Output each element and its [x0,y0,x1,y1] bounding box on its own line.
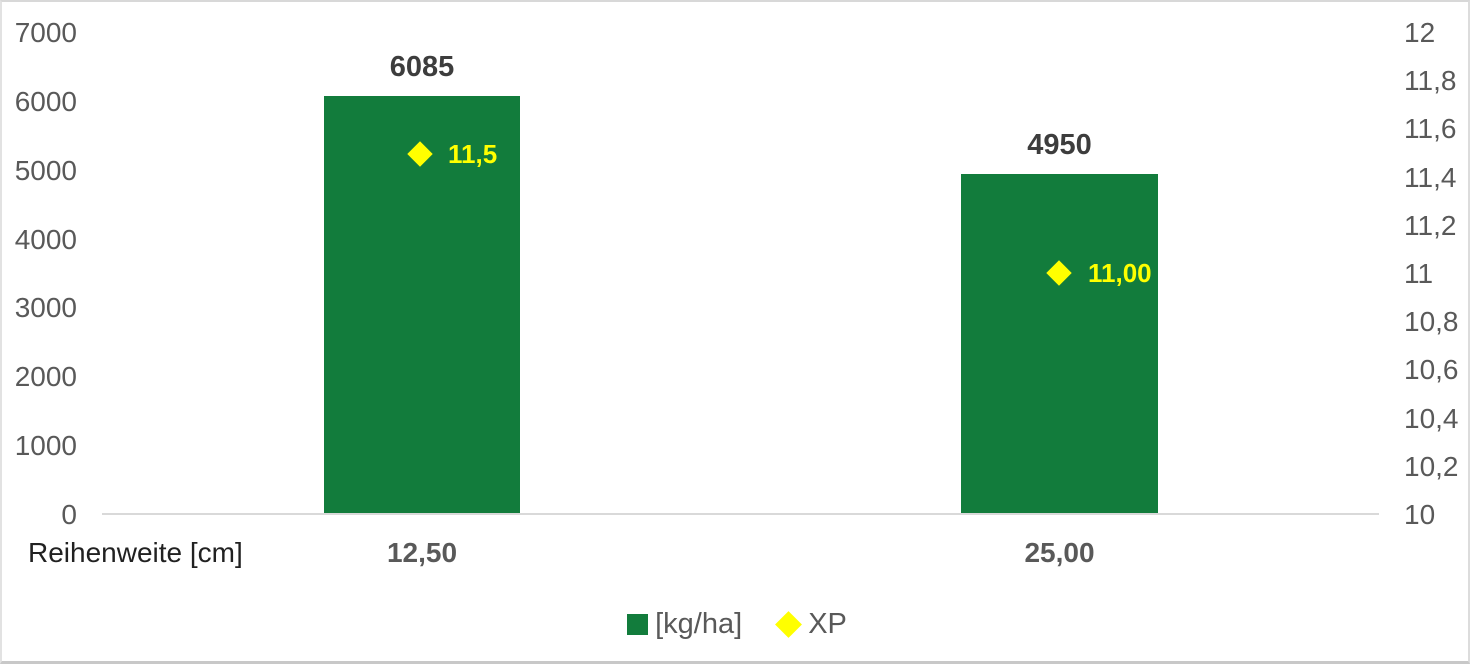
right-axis-tick: 10,8 [1404,306,1459,337]
legend-item-kgha: [kg/ha] [627,605,742,643]
bar-value-label: 6085 [389,51,455,83]
right-axis-tick: 10,6 [1404,354,1459,385]
xp-value-label: 11,00 [1088,258,1152,288]
right-axis-tick: 11,2 [1404,210,1457,241]
category-label: 25,00 [1024,537,1095,568]
right-axis-tick: 12 [1404,17,1436,48]
left-axis-tick: 4000 [14,224,77,255]
legend: [kg/ha] XP [2,605,1468,643]
left-axis-tick: 2000 [14,361,77,392]
left-axis-tick: 1000 [14,430,77,461]
legend-item-xp: XP [775,605,847,643]
right-axis-tick: 10 [1404,499,1436,530]
legend-label: XP [808,608,847,640]
right-axis-tick: 10,4 [1404,403,1459,434]
bar-value-label: 4950 [1027,129,1092,161]
right-axis-tick: 11,4 [1404,162,1457,193]
left-axis-tick: 0 [61,499,77,530]
bar-kgha-25-00 [961,174,1158,515]
right-axis-tick: 11 [1404,258,1434,289]
x-axis-title: Reihenweite [cm] [28,537,243,568]
bar-kgha-12-50 [324,96,520,515]
left-axis-tick: 3000 [14,292,77,323]
left-axis-tick: 7000 [14,17,77,48]
legend-label: [kg/ha] [655,608,743,640]
green-square-icon [627,613,649,635]
left-axis-tick: 5000 [14,155,77,186]
xp-value-label: 11,5 [448,139,498,169]
x-axis-line [102,513,1379,515]
right-axis-tick: 10,2 [1404,451,1459,482]
yellow-diamond-icon [775,610,803,638]
right-axis-tick: 11,8 [1404,65,1457,96]
right-axis-tick: 11,6 [1404,113,1457,144]
left-axis-tick: 6000 [14,86,77,117]
category-label: 12,50 [386,537,458,568]
